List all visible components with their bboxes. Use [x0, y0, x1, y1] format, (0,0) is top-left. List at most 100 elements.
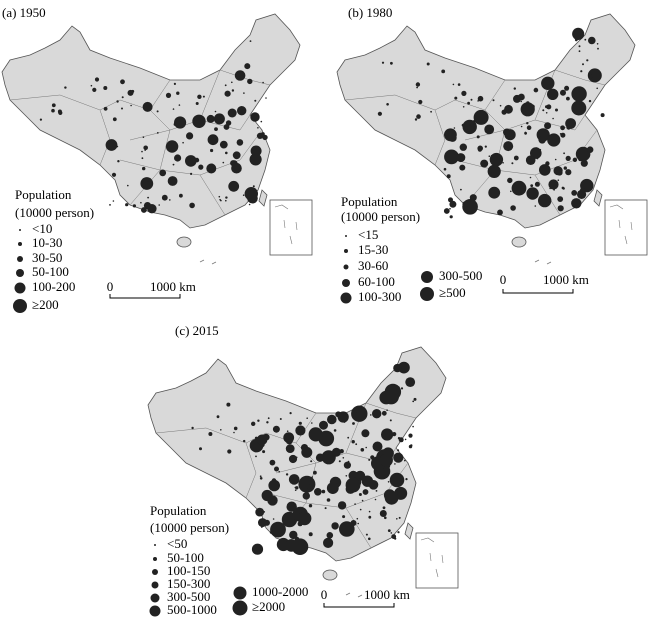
city-dot	[498, 191, 501, 194]
legend-subtitle: (10000 person)	[15, 205, 94, 220]
city-dot	[582, 63, 584, 66]
city-dot	[469, 194, 477, 202]
city-dot	[259, 475, 262, 478]
city-dot	[324, 507, 327, 510]
city-dot	[553, 166, 563, 176]
city-dot	[379, 510, 387, 517]
city-dot	[476, 135, 480, 139]
city-dot	[571, 198, 582, 209]
city-dot	[563, 166, 567, 170]
city-dot	[308, 532, 313, 537]
city-dot	[489, 152, 504, 167]
city-dot	[199, 447, 202, 451]
city-dot	[384, 516, 387, 520]
city-dot	[306, 417, 308, 419]
city-dot	[386, 103, 389, 106]
city-dot	[359, 508, 362, 511]
city-dot	[580, 159, 588, 167]
legend-label: <50	[167, 536, 187, 551]
city-dot	[286, 430, 289, 432]
city-dot	[252, 185, 255, 188]
city-dot	[536, 157, 539, 160]
city-dot	[141, 157, 144, 160]
city-dot	[552, 117, 554, 120]
city-dot	[398, 361, 410, 374]
legend-label: 500-1000	[167, 602, 217, 617]
city-dot	[358, 493, 362, 496]
city-dot	[547, 133, 561, 147]
legend-label: 100-300	[358, 289, 401, 304]
city-dot	[236, 139, 244, 146]
city-dot	[526, 122, 529, 125]
city-dot	[39, 118, 43, 121]
city-dot	[262, 134, 268, 141]
city-dot	[256, 434, 268, 446]
city-dot	[469, 123, 471, 126]
city-dot	[262, 81, 264, 84]
legend-symbol	[152, 569, 158, 575]
city-dot	[295, 425, 306, 436]
city-dot	[231, 89, 235, 92]
city-dot	[301, 446, 313, 458]
city-dot	[588, 36, 596, 45]
city-dot	[64, 86, 67, 89]
city-dot	[382, 506, 386, 510]
city-dot	[513, 87, 516, 90]
city-dot	[600, 113, 605, 118]
city-dot	[248, 203, 251, 206]
city-dot	[359, 478, 362, 481]
city-dot	[268, 479, 280, 492]
city-dot	[103, 106, 108, 111]
city-dot	[214, 127, 218, 131]
legend-label: ≥500	[439, 285, 466, 300]
city-dot	[374, 498, 377, 501]
city-dot	[534, 181, 540, 187]
city-dot	[327, 414, 337, 425]
legend-subtitle: (10000 person)	[341, 209, 420, 224]
city-dot	[510, 190, 512, 193]
legend-symbol	[150, 593, 160, 603]
legend-label: 50-100	[32, 264, 69, 279]
city-dot	[189, 202, 195, 209]
city-dot	[117, 160, 120, 163]
city-dot	[477, 145, 483, 152]
legend-symbol	[345, 235, 347, 237]
legend-label: 30-60	[358, 258, 388, 273]
city-dot	[545, 161, 550, 166]
city-dot	[368, 458, 371, 461]
city-dot	[314, 488, 322, 496]
city-dot	[186, 132, 194, 140]
city-dot	[222, 161, 225, 164]
city-dot	[526, 125, 532, 130]
city-dot	[535, 149, 538, 152]
city-dot	[323, 438, 326, 441]
city-dot	[131, 89, 135, 93]
city-dot	[518, 93, 525, 101]
city-dot	[251, 543, 264, 555]
city-dot	[352, 415, 355, 417]
city-dot	[564, 85, 570, 91]
city-dot	[232, 151, 241, 160]
city-dot	[234, 70, 246, 81]
city-dot	[541, 76, 555, 91]
city-dot	[172, 163, 175, 166]
city-dot	[560, 132, 566, 138]
city-dot	[443, 208, 450, 214]
city-dot	[244, 187, 258, 201]
city-dot	[51, 108, 55, 113]
city-dot	[502, 162, 504, 164]
city-dot	[387, 529, 391, 532]
city-dot	[262, 450, 266, 454]
city-dot	[565, 169, 572, 176]
city-dot	[206, 114, 215, 123]
legend-symbol	[18, 242, 22, 246]
city-dot	[397, 437, 401, 440]
city-dot	[220, 429, 222, 431]
city-dot	[295, 486, 299, 490]
legend-symbol	[19, 229, 21, 231]
legend-symbol	[151, 581, 159, 589]
city-dot	[257, 419, 260, 422]
city-dot	[274, 466, 279, 472]
city-dot	[370, 455, 375, 460]
city-dot	[560, 125, 565, 131]
